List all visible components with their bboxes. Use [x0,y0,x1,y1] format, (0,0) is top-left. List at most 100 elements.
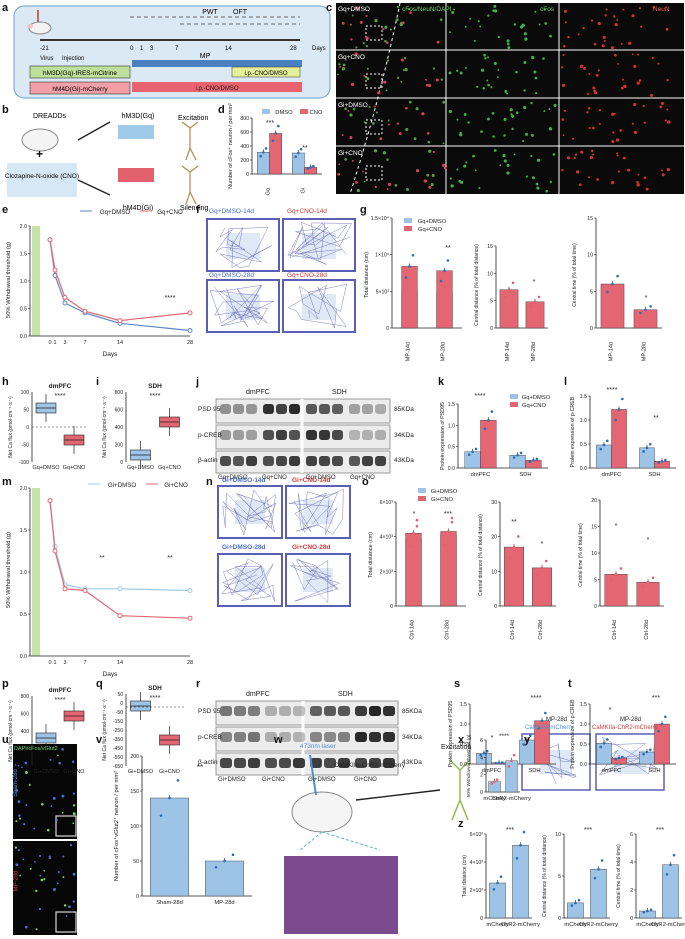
cell-dot [57,754,59,757]
cell-dot [487,56,490,59]
cell-dot [534,10,537,13]
cell-dot [35,889,38,893]
j-header-dmpfc: dmPFC [246,389,270,396]
tick-3: 3 [150,46,154,52]
s-dot-0-1-0 [494,761,498,765]
days-label: Days [312,46,326,52]
blot-band [220,430,231,440]
cell-dot [597,21,601,26]
z1-xlabel-1: ChR2-mCherry [501,922,540,928]
cell-dot [355,46,358,49]
k-dot-1-1-2 [535,457,539,461]
letter-n: n [206,476,213,488]
z3-xlabel-0: mCherry [636,922,658,928]
i-ytick-2: 400 [115,425,124,431]
t-dot-1-1-1 [660,722,664,726]
cell-dot [523,106,527,110]
z1-dot-0-0-1 [496,881,499,885]
cell-dot [611,140,615,144]
i-title: SDH [148,383,162,390]
cell-dot [456,168,459,171]
p-ytick-3: 200 [21,747,30,753]
cell-dot [542,57,545,60]
cell-dot [513,153,516,156]
cell-dot [616,154,619,157]
h-ytick-4: -100 [19,460,29,466]
cell-dot [365,14,368,17]
i-sig: **** [150,393,161,400]
blot-band [293,758,305,768]
letter-f: f [196,204,200,216]
letter-p: p [2,678,9,690]
k-legend-2: Gq+CNO [522,403,546,409]
k-dot-1-0-2 [519,451,523,455]
cell-dot [375,111,378,114]
cell-dot [667,120,671,124]
k-dot-0-0-1 [471,450,474,454]
movement-track [287,284,347,328]
w-laser: 473nm laser [300,743,336,750]
cell-dot [18,814,21,817]
f-label-3: Gq+DMSO-28d [209,272,254,279]
o-legend-1: Gi+DMSO [431,489,458,495]
g3-dot-0-0-2 [616,274,619,278]
o2-ytick-label-1: 10 [491,569,497,575]
m-ytick-label-2: 1.0 [20,570,27,576]
g2-bar-1-0 [525,301,545,329]
cell-dot [395,18,399,22]
blot-band [306,430,317,440]
cell-dot [43,869,46,872]
i-xlabel-1: Gq+CNO [158,465,181,471]
t-dot-0-1-1 [617,756,621,760]
g1-ytick-label-0: 0 [386,326,389,332]
z1-ytick-label-2: 4×10³ [470,860,484,866]
cell-dot [449,31,452,34]
o1-sig-1: * [413,511,416,518]
v-bar-0-0 [150,797,189,897]
e-pt-0-5 [187,328,193,333]
r-header-dmpfc: dmPFC [246,691,270,698]
tick-14: 14 [225,46,232,52]
cell-dot [352,107,356,111]
cell-dot [628,41,632,45]
m-baseline-band [32,488,40,656]
cell-dot [349,23,353,26]
cell-dot [350,82,355,87]
v-xlabel-0: Sham-28d [156,900,183,906]
cell-dot [497,35,500,39]
cell-dot [46,828,50,832]
g3-ytick-label-0: 0 [590,326,593,332]
cell-dot [72,822,74,825]
cell-dot [341,67,346,71]
g1-xlabel-1: MP-28d [441,342,447,361]
r-x-4: Gi+CNO [354,777,377,783]
cell-dot [374,19,378,23]
s-dot-1-0-2 [528,734,532,737]
cell-dot [503,134,506,137]
j-x-2: Gq+CNO [262,475,287,481]
g1-sig: ** [445,245,451,252]
o2-dot-0-0-2 [517,535,520,538]
cell-dot [399,22,403,27]
cell-dot [615,138,620,142]
cell-dot [622,78,625,81]
e-xtick-1: 1 [53,340,56,346]
m-line-1 [49,500,191,619]
d-ylabel: Number of cFos⁺ neuron / per mm² [227,103,234,189]
f-label-4: Gq+CNO-28d [287,272,327,279]
l-dot-1-1-0 [657,461,661,464]
o3-ytick-label-4: 20 [591,498,597,504]
d-dot-0-0-1 [262,151,265,154]
o1-xlabel-0: Ctrl-14d [410,620,416,640]
cell-dot [413,137,417,141]
cell-dot [622,8,625,11]
gq-ip-box [231,66,301,78]
i-ytick-4: 0 [120,460,123,466]
cell-dot [467,121,470,124]
cell-dot [666,108,669,111]
blot-band [289,430,300,440]
o2-ytick-label-2: 20 [491,535,497,541]
letter-o: o [362,476,369,488]
p-ytick-4: 0 [26,764,29,770]
